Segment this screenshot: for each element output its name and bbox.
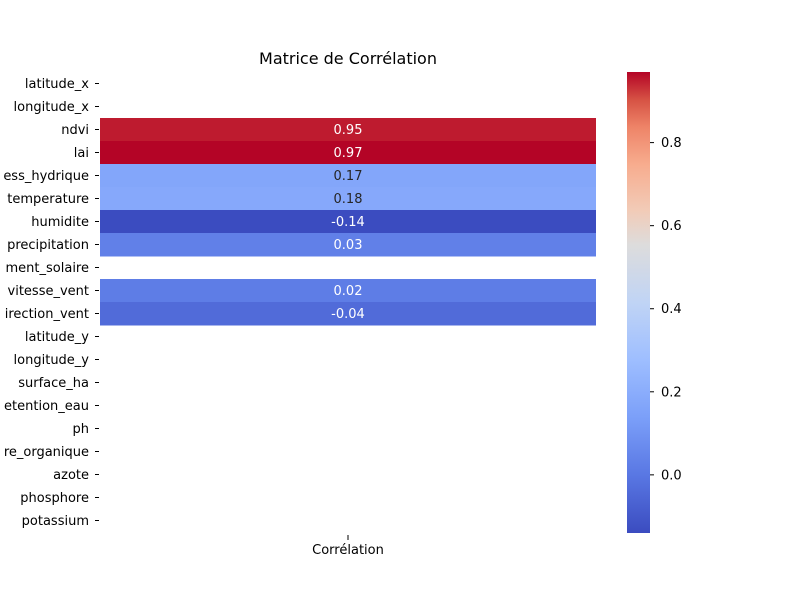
cell-value-label: -0.04	[331, 307, 365, 322]
y-tick-label: ess_hydrique	[3, 169, 89, 184]
cell-value-label: 0.03	[334, 238, 363, 253]
cell-value-label: 0.95	[334, 123, 363, 138]
cell-value-label: 0.97	[334, 146, 363, 161]
colorbar-gradient	[627, 72, 650, 533]
heatmap-cell	[100, 233, 596, 257]
y-tick-label: temperature	[7, 192, 89, 207]
y-tick-label: ph	[73, 422, 90, 437]
colorbar-tick-label: 0.0	[661, 468, 682, 483]
cell-value-label: 0.18	[334, 192, 363, 207]
y-tick-label: humidite	[31, 215, 89, 230]
heatmap-cell-labels: 0.95 0.97 0.17 0.18 -0.14 0.03 0.02 -0.04	[331, 123, 365, 322]
y-tick-label: vitesse_vent	[8, 284, 89, 299]
cell-value-label: 0.17	[334, 169, 363, 184]
heatmap-cells	[100, 118, 596, 326]
colorbar-tick-label: 0.8	[661, 136, 682, 151]
heatmap-cell	[100, 279, 596, 303]
heatmap-cell	[100, 302, 596, 326]
y-tick-label: ndvi	[61, 123, 89, 138]
colorbar-tick-label: 0.4	[661, 302, 682, 317]
y-tick-label: latitude_x	[25, 77, 89, 92]
y-tick-label: surface_ha	[18, 376, 89, 391]
y-tick-label: irection_vent	[5, 307, 89, 322]
y-tick-label: lai	[74, 146, 89, 161]
y-tick-label: longitude_y	[14, 353, 90, 368]
y-tick-label: re_organique	[4, 445, 89, 460]
y-tick-label: etention_eau	[4, 399, 89, 414]
heatmap-cell	[100, 118, 596, 142]
x-axis: Corrélation	[312, 535, 384, 558]
x-tick-label: Corrélation	[312, 543, 384, 558]
heatmap-cell	[100, 210, 596, 234]
y-tick-label: latitude_y	[25, 330, 89, 345]
y-tick-label: potassium	[22, 514, 89, 529]
heatmap-cell	[100, 187, 596, 211]
chart-title: Matrice de Corrélation	[259, 49, 437, 68]
cell-value-label: -0.14	[331, 215, 365, 230]
y-tick-label: precipitation	[7, 238, 89, 253]
y-tick-label: ment_solaire	[6, 261, 89, 276]
y-tick-label: phosphore	[20, 491, 89, 506]
y-tick-label: azote	[53, 468, 89, 483]
y-tick-label: longitude_x	[14, 100, 90, 115]
heatmap-cell	[100, 164, 596, 188]
colorbar: 0.0 0.2 0.4 0.6 0.8	[627, 72, 682, 533]
cell-value-label: 0.02	[334, 284, 363, 299]
colorbar-tick-label: 0.2	[661, 385, 682, 400]
colorbar-tick-label: 0.6	[661, 219, 682, 234]
heatmap-cell	[100, 141, 596, 165]
